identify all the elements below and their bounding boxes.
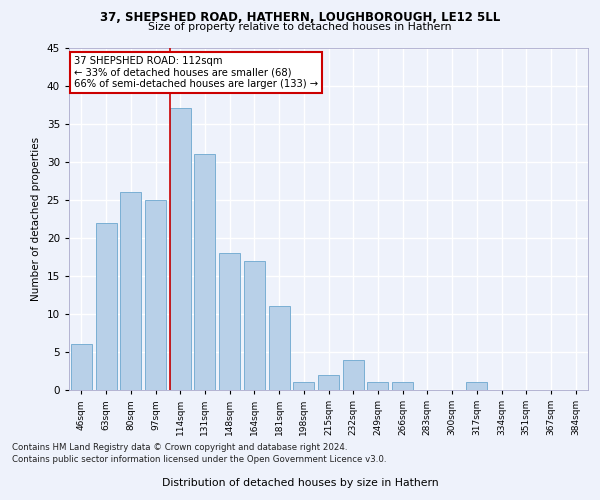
Bar bbox=[293, 382, 314, 390]
Bar bbox=[71, 344, 92, 390]
Text: Distribution of detached houses by size in Hathern: Distribution of detached houses by size … bbox=[161, 478, 439, 488]
Bar bbox=[145, 200, 166, 390]
Bar bbox=[120, 192, 141, 390]
Bar bbox=[269, 306, 290, 390]
Bar bbox=[392, 382, 413, 390]
Bar bbox=[466, 382, 487, 390]
Text: 37, SHEPSHED ROAD, HATHERN, LOUGHBOROUGH, LE12 5LL: 37, SHEPSHED ROAD, HATHERN, LOUGHBOROUGH… bbox=[100, 11, 500, 24]
Bar bbox=[219, 253, 240, 390]
Y-axis label: Number of detached properties: Number of detached properties bbox=[31, 136, 41, 301]
Bar bbox=[343, 360, 364, 390]
Text: Contains public sector information licensed under the Open Government Licence v3: Contains public sector information licen… bbox=[12, 455, 386, 464]
Text: Size of property relative to detached houses in Hathern: Size of property relative to detached ho… bbox=[148, 22, 452, 32]
Bar bbox=[170, 108, 191, 390]
Bar bbox=[194, 154, 215, 390]
Bar bbox=[95, 222, 116, 390]
Text: Contains HM Land Registry data © Crown copyright and database right 2024.: Contains HM Land Registry data © Crown c… bbox=[12, 442, 347, 452]
Bar bbox=[318, 375, 339, 390]
Bar bbox=[244, 260, 265, 390]
Bar bbox=[367, 382, 388, 390]
Text: 37 SHEPSHED ROAD: 112sqm
← 33% of detached houses are smaller (68)
66% of semi-d: 37 SHEPSHED ROAD: 112sqm ← 33% of detach… bbox=[74, 56, 319, 90]
